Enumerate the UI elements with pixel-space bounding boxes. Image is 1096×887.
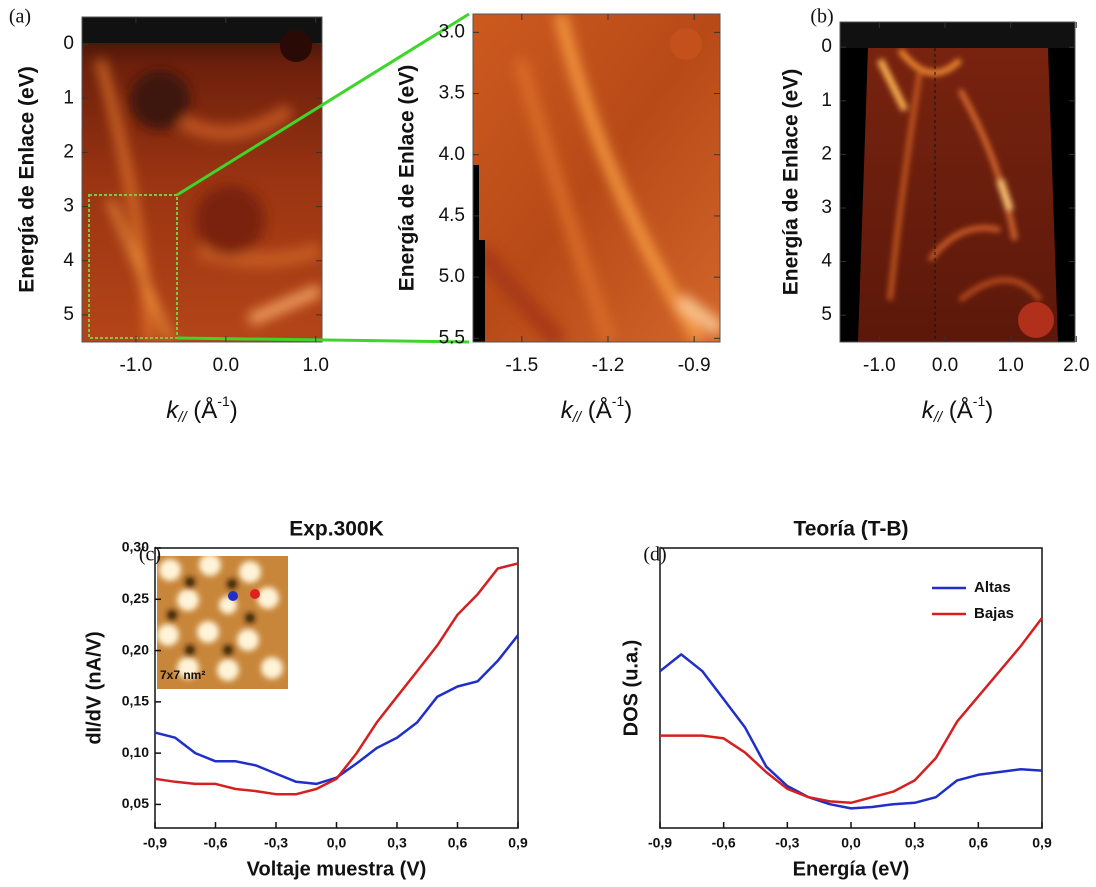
y-tick-label: 0,10 <box>122 744 149 760</box>
frame <box>472 13 721 343</box>
chart-title: Exp.300K <box>289 518 384 541</box>
x-tick-label: 0.0 <box>213 355 239 376</box>
y-tick-label: 5.0 <box>439 266 465 287</box>
x-tick-label: 0,0 <box>841 835 861 851</box>
x-axis-label-part: ) <box>624 397 632 424</box>
x-tick-label: 0,3 <box>905 835 925 851</box>
y-tick-label: 4 <box>821 251 832 272</box>
y-tick-label: 5 <box>821 304 832 325</box>
x-tick-label: 0,6 <box>448 835 468 851</box>
x-tick-label: 1.0 <box>302 355 328 376</box>
y-tick-label: 3 <box>821 197 832 218</box>
data-line <box>659 653 1043 810</box>
x-tick-label: -0,3 <box>775 835 799 851</box>
frame <box>81 16 323 343</box>
y-tick-label: 3.0 <box>439 21 465 42</box>
y-tick-label: 0,30 <box>122 539 149 555</box>
x-axis-label-part: k <box>561 397 575 424</box>
inset-label: 7x7 nm² <box>160 668 205 682</box>
y-axis-label: Energía de Enlace (eV) <box>780 69 803 295</box>
panel-label: (a) <box>9 6 31 28</box>
panel-label: (d) <box>643 544 666 566</box>
x-axis-label: k// (Å-1) <box>166 393 237 426</box>
y-tick-label: 5.5 <box>439 327 465 348</box>
y-tick-label: 3.5 <box>439 83 465 104</box>
y-tick-label: 0,15 <box>122 693 149 709</box>
x-axis-label: k// (Å-1) <box>561 393 632 426</box>
data-line <box>154 562 519 796</box>
x-axis-label-part: (Å <box>942 396 973 424</box>
x-tick-label: 1.0 <box>997 355 1023 376</box>
x-tick-label: -1.2 <box>592 355 625 376</box>
x-tick-label: 0,9 <box>508 835 528 851</box>
panel-label: (c) <box>139 544 161 566</box>
y-tick-label: 0 <box>821 36 832 57</box>
y-tick-label: 0,20 <box>122 641 149 657</box>
arpes-image <box>473 14 720 342</box>
y-tick-label: 2 <box>821 143 832 164</box>
x-axis-label-part: ) <box>230 397 238 424</box>
x-tick-label: -1.5 <box>505 355 538 376</box>
x-axis-label-part: // <box>572 409 583 426</box>
data-line <box>660 617 1043 805</box>
x-tick-label: -0,3 <box>264 835 288 851</box>
y-tick-label: 0 <box>63 33 74 54</box>
x-tick-label: -0,6 <box>712 835 736 851</box>
x-axis-label-part: (Å <box>581 396 612 424</box>
y-tick-label: 4.5 <box>439 205 465 226</box>
x-tick-label: -1.0 <box>863 355 896 376</box>
x-tick-label: -0,6 <box>203 835 227 851</box>
legend-label: Altas <box>974 579 1011 596</box>
panel-label: (b) <box>810 6 833 28</box>
x-tick-label: -0.9 <box>678 355 711 376</box>
x-tick-label: 0,9 <box>1032 835 1052 851</box>
x-axis-label-part: k <box>922 397 936 424</box>
y-tick-label: 1 <box>821 90 832 111</box>
arpes-image <box>82 17 322 342</box>
x-tick-label: 0,0 <box>327 835 347 851</box>
y-tick-label: 2 <box>63 141 74 162</box>
zoom-box <box>88 194 178 339</box>
x-axis-label: Voltaje muestra (V) <box>247 858 427 880</box>
x-axis-label-part: (Å <box>187 396 218 424</box>
y-axis-label: dI/dV (nA/V) <box>83 631 105 744</box>
y-tick-label: 3 <box>63 196 74 217</box>
x-tick-label: -1.0 <box>120 355 153 376</box>
x-axis-label-part: // <box>177 409 188 426</box>
arpes-image <box>840 22 1075 342</box>
x-axis-label: Energía (eV) <box>793 858 910 880</box>
y-axis-label: DOS (u.a.) <box>620 640 642 737</box>
y-tick-label: 1 <box>63 87 74 108</box>
y-tick-label: 0,05 <box>122 795 149 811</box>
frame <box>839 21 1076 343</box>
x-tick-label: -0,9 <box>648 835 672 851</box>
y-tick-label: 5 <box>63 304 74 325</box>
x-tick-label: 0,6 <box>969 835 989 851</box>
x-axis-label-part: // <box>933 409 944 426</box>
x-axis-label-part: -1 <box>612 393 625 409</box>
y-axis-label: Energía de Enlace (eV) <box>16 66 39 292</box>
legend-label: Bajas <box>974 605 1014 622</box>
x-tick-label: 0,3 <box>387 835 407 851</box>
x-axis-label-part: k <box>166 397 180 424</box>
x-axis-label-part: -1 <box>217 393 230 409</box>
y-tick-label: 4 <box>63 250 74 271</box>
x-tick-label: 0.0 <box>932 355 958 376</box>
x-tick-label: -0,9 <box>143 835 167 851</box>
y-tick-label: 0,25 <box>122 590 149 606</box>
y-tick-label: 4.0 <box>439 144 465 165</box>
stm-inset <box>157 556 288 689</box>
x-axis-label: k// (Å-1) <box>922 393 993 426</box>
chart-title: Teoría (T-B) <box>793 518 908 541</box>
zoom-line <box>176 12 470 197</box>
x-axis-label-part: ) <box>985 397 993 424</box>
y-axis-label: Energía de Enlace (eV) <box>396 65 419 291</box>
x-tick-label: 2.0 <box>1063 355 1089 376</box>
x-axis-label-part: -1 <box>973 393 986 409</box>
